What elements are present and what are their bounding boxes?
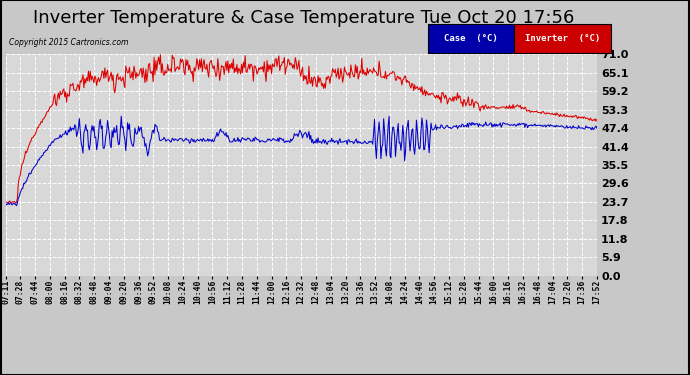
Text: 12:32: 12:32 (297, 279, 306, 304)
Text: 13:36: 13:36 (356, 279, 365, 304)
Text: 14:24: 14:24 (400, 279, 409, 304)
Text: 11:28: 11:28 (237, 279, 246, 304)
Text: 13:04: 13:04 (326, 279, 335, 304)
Text: 10:40: 10:40 (193, 279, 202, 304)
Text: 08:48: 08:48 (90, 279, 99, 304)
Text: 15:28: 15:28 (460, 279, 469, 304)
Text: 07:11: 07:11 (1, 279, 10, 304)
Text: 16:16: 16:16 (504, 279, 513, 304)
Text: 17:20: 17:20 (563, 279, 572, 304)
Text: 12:00: 12:00 (267, 279, 276, 304)
Text: 09:52: 09:52 (149, 279, 158, 304)
Text: 10:08: 10:08 (164, 279, 172, 304)
Text: 17:52: 17:52 (592, 279, 602, 304)
Text: 14:56: 14:56 (430, 279, 439, 304)
Text: 08:16: 08:16 (60, 279, 69, 304)
Text: 11:12: 11:12 (223, 279, 232, 304)
Text: 11:44: 11:44 (253, 279, 262, 304)
Text: 09:04: 09:04 (104, 279, 113, 304)
Text: 13:20: 13:20 (341, 279, 350, 304)
Text: 08:00: 08:00 (46, 279, 55, 304)
Text: 12:16: 12:16 (282, 279, 291, 304)
Text: 10:56: 10:56 (208, 279, 217, 304)
Text: 07:28: 07:28 (16, 279, 25, 304)
Text: 15:12: 15:12 (444, 279, 453, 304)
Text: 16:32: 16:32 (518, 279, 527, 304)
Text: Inverter Temperature & Case Temperature Tue Oct 20 17:56: Inverter Temperature & Case Temperature … (33, 9, 574, 27)
Text: Inverter  (°C): Inverter (°C) (524, 34, 600, 43)
Text: 08:32: 08:32 (75, 279, 84, 304)
Text: 14:40: 14:40 (415, 279, 424, 304)
Text: 13:52: 13:52 (371, 279, 380, 304)
Text: Copyright 2015 Cartronics.com: Copyright 2015 Cartronics.com (9, 38, 128, 47)
Text: 17:04: 17:04 (548, 279, 557, 304)
Text: 12:48: 12:48 (311, 279, 320, 304)
Text: 15:44: 15:44 (474, 279, 483, 304)
Text: 09:36: 09:36 (134, 279, 143, 304)
Text: 07:44: 07:44 (30, 279, 39, 304)
Text: 16:00: 16:00 (489, 279, 498, 304)
Text: 10:24: 10:24 (179, 279, 188, 304)
Text: Case  (°C): Case (°C) (444, 34, 497, 43)
Text: 16:48: 16:48 (533, 279, 542, 304)
Text: 17:36: 17:36 (578, 279, 586, 304)
Text: 09:20: 09:20 (119, 279, 128, 304)
Text: 14:08: 14:08 (386, 279, 395, 304)
